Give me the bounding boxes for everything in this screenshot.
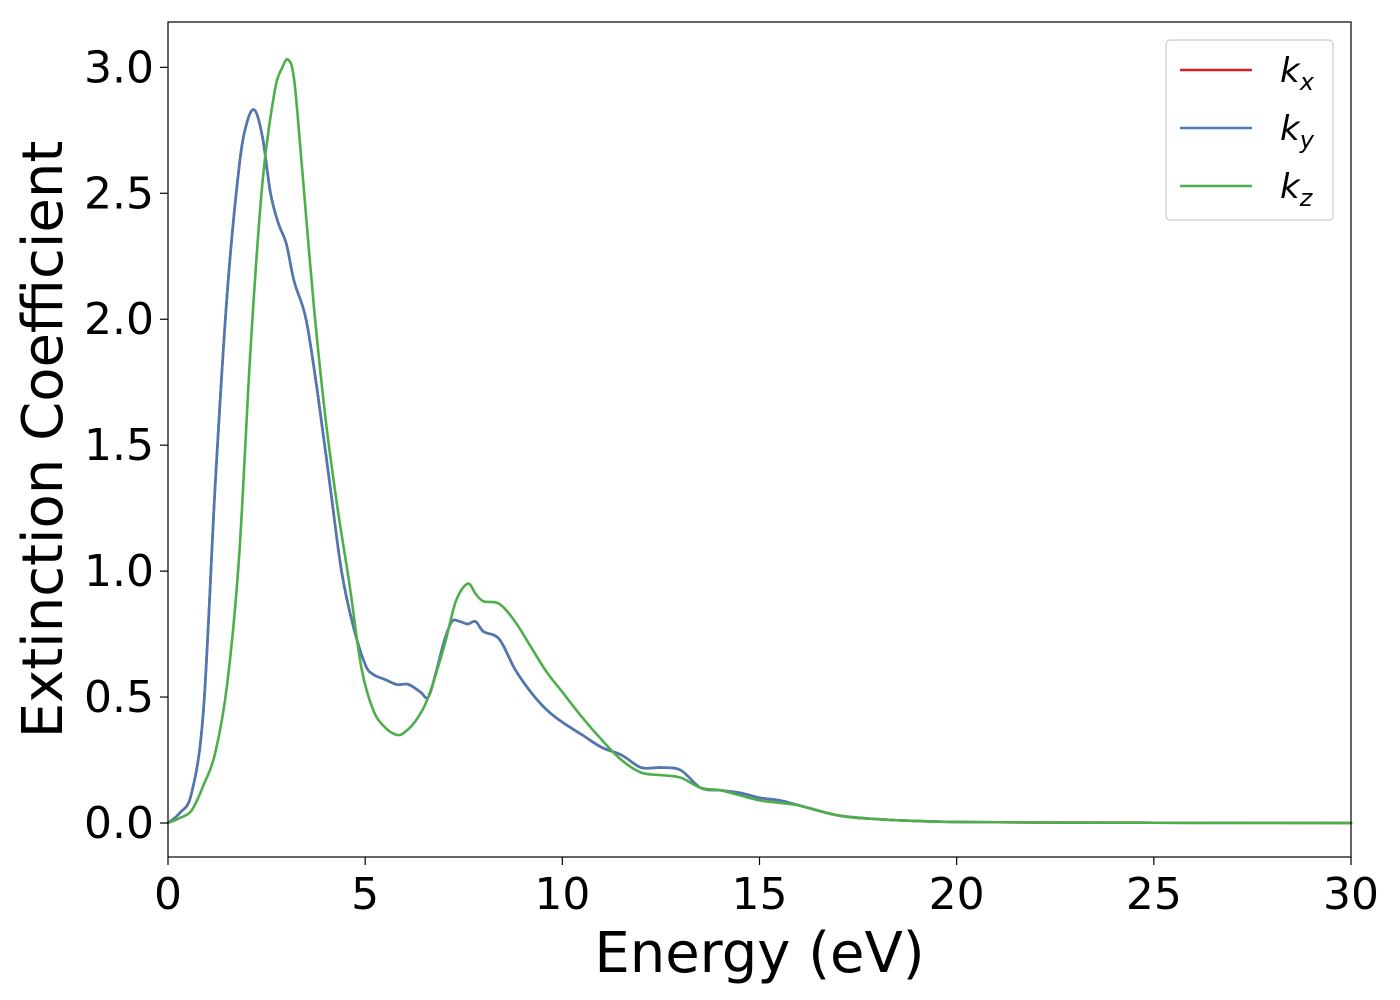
- x-tick-label: 15: [732, 869, 788, 920]
- y-tick-label: 2.5: [84, 168, 154, 219]
- legend: kx ky kz: [1165, 39, 1334, 221]
- y-tick-label: 2.0: [84, 294, 154, 345]
- x-tick-label: 25: [1126, 869, 1182, 920]
- series-layer: [166, 57, 1353, 825]
- x-tick-label: 30: [1323, 869, 1379, 920]
- x-axis-title: Energy (eV): [594, 921, 924, 986]
- y-tick-label: 0.0: [84, 798, 154, 849]
- y-tick-label: 1.0: [84, 546, 154, 597]
- y-axis-title: Extinction Coefficient: [11, 141, 76, 739]
- y-axis: 0.0 0.5 1.0 1.5 2.0 2.5 3.0: [84, 42, 168, 849]
- x-tick-label: 0: [154, 869, 182, 920]
- legend-label-x: kx: [1280, 51, 1315, 96]
- y-tick-label: 1.5: [84, 420, 154, 471]
- y-tick-label: 3.0: [84, 42, 154, 93]
- legend-box: [1165, 39, 1334, 221]
- legend-label-y: ky: [1280, 109, 1315, 154]
- x-tick-label: 10: [534, 869, 590, 920]
- legend-label-z: kz: [1280, 167, 1314, 212]
- series-line-z: [166, 57, 1353, 825]
- x-tick-label: 20: [929, 869, 985, 920]
- x-axis: 0 5 10 15 20 25 30: [154, 857, 1379, 920]
- x-tick-label: 5: [351, 869, 379, 920]
- y-tick-label: 0.5: [84, 672, 154, 723]
